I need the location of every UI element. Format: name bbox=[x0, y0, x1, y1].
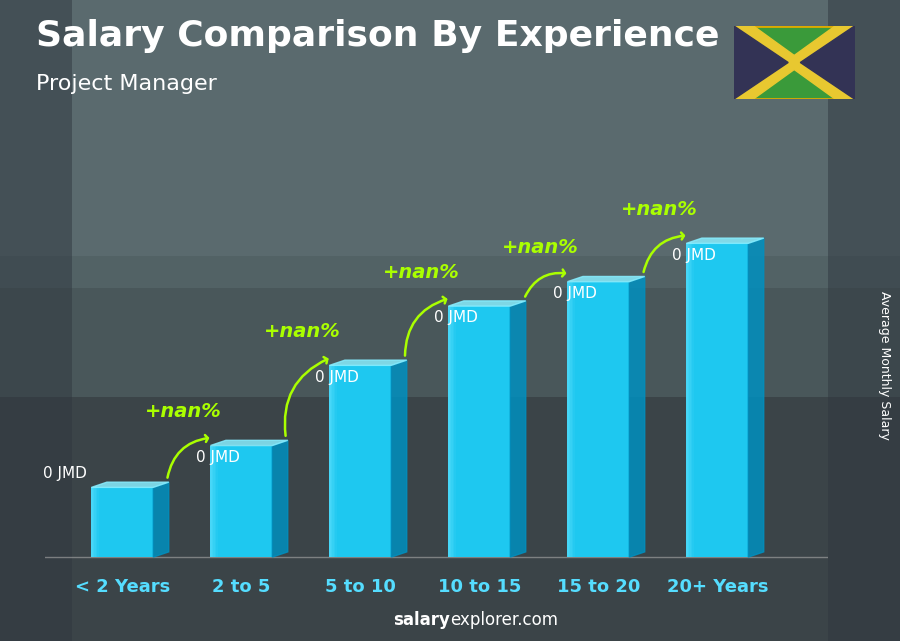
Bar bbox=[448, 306, 510, 557]
Bar bbox=[689, 244, 691, 557]
Bar bbox=[331, 365, 332, 557]
Text: Project Manager: Project Manager bbox=[36, 74, 217, 94]
Text: +nan%: +nan% bbox=[145, 402, 222, 421]
Polygon shape bbox=[448, 301, 526, 306]
Polygon shape bbox=[510, 301, 526, 557]
Bar bbox=[688, 244, 689, 557]
Bar bbox=[93, 487, 94, 557]
Polygon shape bbox=[629, 276, 644, 557]
Text: 0 JMD: 0 JMD bbox=[434, 310, 478, 325]
Bar bbox=[329, 365, 392, 557]
Text: 0 JMD: 0 JMD bbox=[43, 466, 86, 481]
Bar bbox=[572, 281, 573, 557]
Polygon shape bbox=[734, 26, 788, 99]
Bar bbox=[687, 244, 688, 557]
Bar bbox=[0, 256, 900, 397]
Bar bbox=[211, 445, 273, 557]
Bar bbox=[569, 281, 571, 557]
Bar bbox=[96, 487, 97, 557]
Polygon shape bbox=[734, 26, 788, 99]
Text: 0 JMD: 0 JMD bbox=[196, 450, 240, 465]
Text: +nan%: +nan% bbox=[383, 263, 460, 281]
Polygon shape bbox=[734, 26, 855, 99]
Text: explorer.com: explorer.com bbox=[450, 612, 558, 629]
Bar bbox=[94, 487, 96, 557]
Text: salary: salary bbox=[393, 612, 450, 629]
Bar bbox=[453, 306, 454, 557]
Text: Average Monthly Salary: Average Monthly Salary bbox=[878, 291, 890, 440]
Bar bbox=[211, 445, 212, 557]
Text: 0 JMD: 0 JMD bbox=[672, 247, 716, 263]
Bar bbox=[571, 281, 572, 557]
Bar bbox=[334, 365, 336, 557]
Text: 0 JMD: 0 JMD bbox=[554, 286, 597, 301]
Bar bbox=[828, 0, 900, 641]
Bar bbox=[332, 365, 334, 557]
Polygon shape bbox=[329, 360, 407, 365]
Bar bbox=[213, 445, 215, 557]
Bar bbox=[691, 244, 692, 557]
Text: 0 JMD: 0 JMD bbox=[315, 370, 359, 385]
Bar bbox=[450, 306, 452, 557]
Polygon shape bbox=[273, 440, 288, 557]
Bar bbox=[92, 487, 93, 557]
Bar bbox=[0, 0, 72, 641]
Bar bbox=[216, 445, 218, 557]
Bar bbox=[97, 487, 99, 557]
Bar bbox=[692, 244, 694, 557]
Bar bbox=[567, 281, 629, 557]
Bar bbox=[215, 445, 216, 557]
Polygon shape bbox=[748, 238, 764, 557]
Bar bbox=[212, 445, 213, 557]
Polygon shape bbox=[153, 482, 169, 557]
Bar bbox=[454, 306, 455, 557]
Bar bbox=[687, 244, 748, 557]
Bar bbox=[452, 306, 453, 557]
Text: +nan%: +nan% bbox=[621, 200, 698, 219]
Bar bbox=[336, 365, 337, 557]
Polygon shape bbox=[687, 238, 764, 244]
Text: +nan%: +nan% bbox=[265, 322, 341, 341]
Polygon shape bbox=[800, 26, 855, 99]
Bar bbox=[0, 0, 900, 288]
Polygon shape bbox=[92, 482, 169, 487]
Bar bbox=[573, 281, 575, 557]
Bar bbox=[329, 365, 331, 557]
Bar bbox=[448, 306, 450, 557]
Polygon shape bbox=[392, 360, 407, 557]
Text: +nan%: +nan% bbox=[502, 238, 579, 257]
Bar bbox=[92, 487, 153, 557]
Bar bbox=[567, 281, 569, 557]
Polygon shape bbox=[211, 440, 288, 445]
Polygon shape bbox=[800, 26, 855, 99]
Text: Salary Comparison By Experience: Salary Comparison By Experience bbox=[36, 19, 719, 53]
Polygon shape bbox=[567, 276, 644, 281]
Bar bbox=[0, 288, 900, 641]
Polygon shape bbox=[734, 26, 855, 99]
